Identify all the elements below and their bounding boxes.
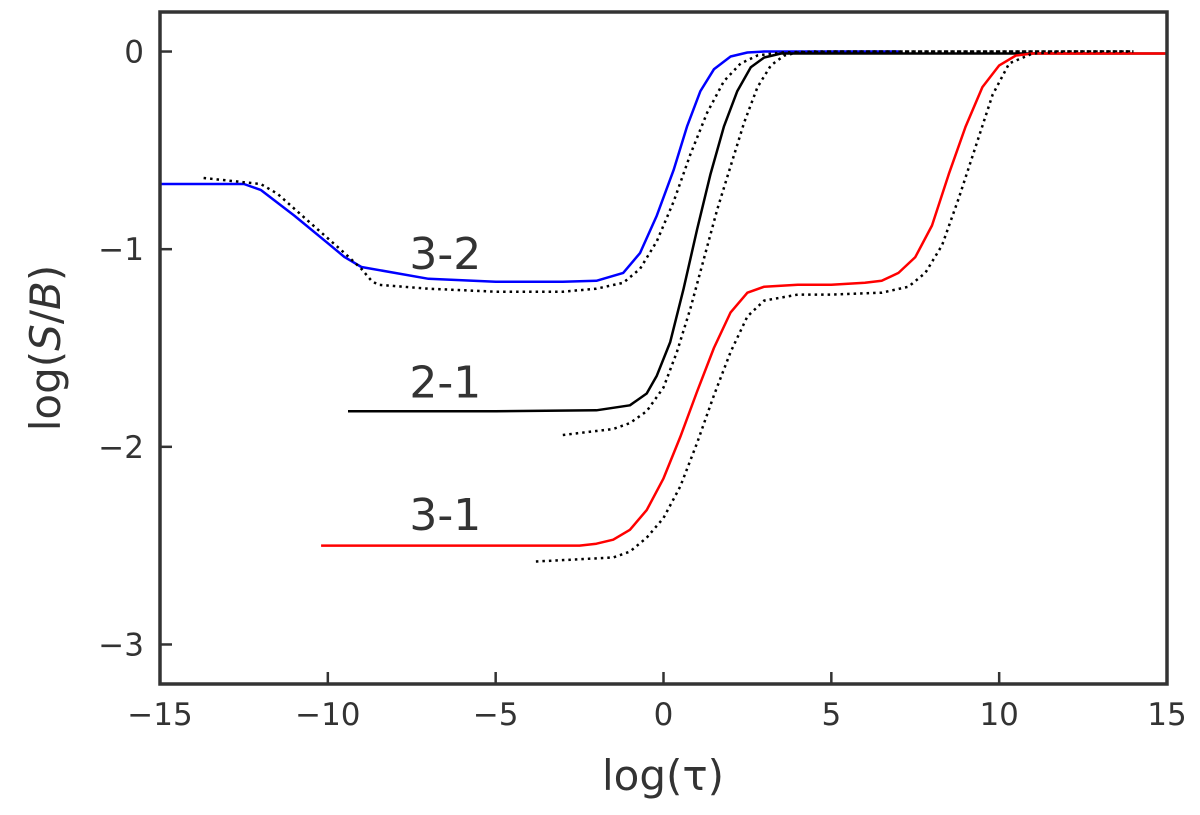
x-tick-label: 10: [979, 697, 1018, 733]
series-line-2-1-solid: [348, 52, 1167, 413]
y-axis-label-denominator: B: [21, 281, 70, 310]
y-axis-label-numerator: S: [21, 324, 70, 351]
tick-layer: −15 −10 −5 0 5 10 15 0 −1 −2 −3: [98, 35, 1186, 733]
x-tick-label: −5: [473, 697, 519, 733]
y-axis-label-slash: /: [21, 309, 70, 324]
x-tick-label: −15: [127, 697, 192, 733]
curve-label: 3-2: [409, 229, 481, 280]
series-line-3-1-dotted: [535, 50, 1134, 563]
series-layer: [160, 50, 1167, 563]
y-tick-label: −2: [98, 430, 144, 466]
x-tick-label: 5: [821, 697, 841, 733]
curve-label: 2-1: [409, 357, 481, 408]
y-tick-label: 0: [124, 35, 144, 71]
curve-label: 3-1: [409, 490, 481, 541]
annotation-layer: 3-2 2-1 3-1: [409, 229, 481, 541]
x-tick-label: 0: [654, 697, 674, 733]
x-tick-label: −10: [295, 697, 360, 733]
x-tick-label: 15: [1147, 697, 1186, 733]
y-axis-label-suffix: ): [21, 265, 70, 281]
plot-frame: [158, 10, 1169, 686]
series-line-3-1-solid: [321, 52, 1167, 547]
y-axis-label: log(S/B): [21, 265, 70, 431]
series-line-3-2-solid: [160, 50, 899, 284]
y-tick-label: −3: [98, 627, 144, 663]
y-axis-label-prefix: log(: [21, 351, 70, 431]
x-axis-label: log(τ): [602, 751, 724, 800]
y-tick-label: −1: [98, 232, 144, 268]
series-line-2-1-dotted: [562, 50, 1134, 437]
